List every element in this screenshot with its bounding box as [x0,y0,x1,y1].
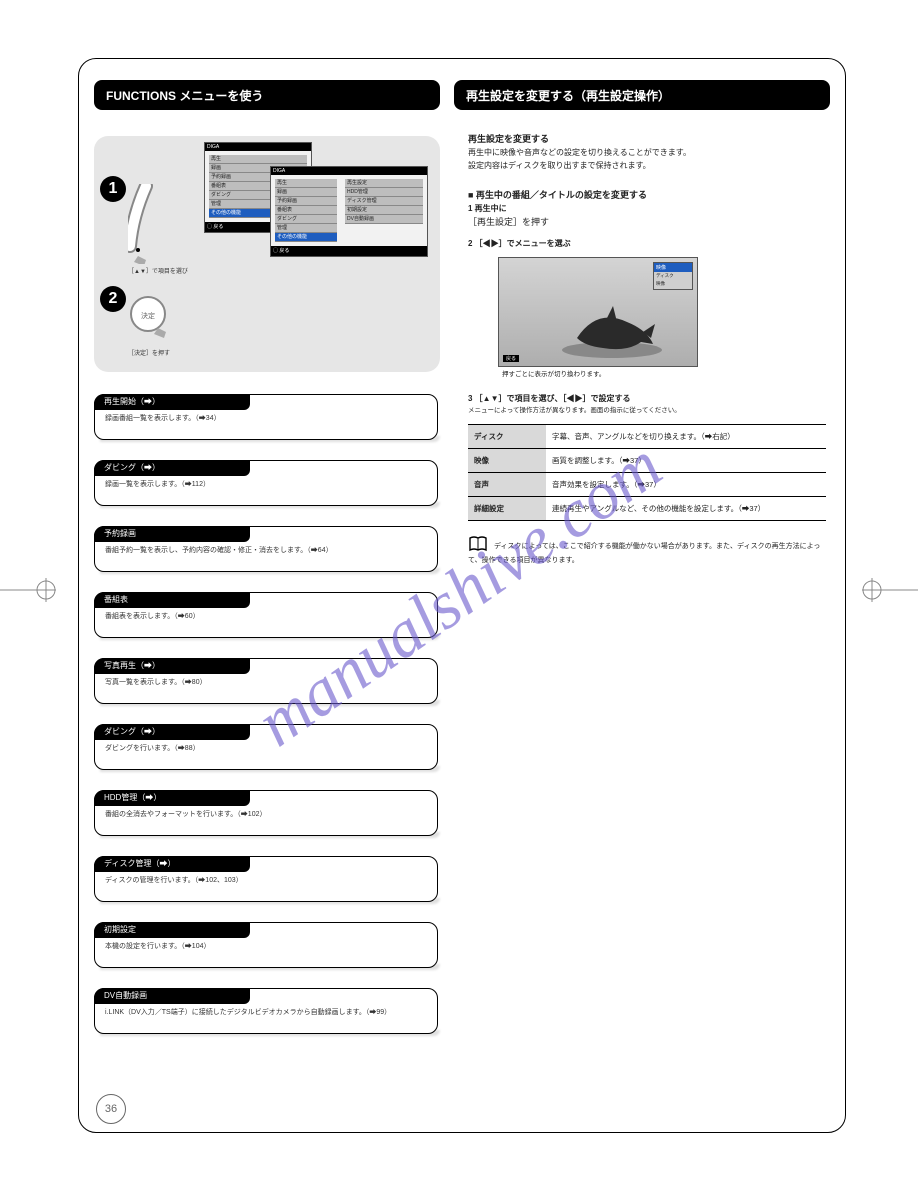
card-title: ダビング（➡） [94,724,250,740]
menu-row: 再生 [209,155,307,164]
card-title: 番組表 [94,592,250,608]
section-title-right: 再生設定を変更する（再生設定操作） 〈本体再生〉 [454,80,830,110]
pip-item: ディスク [654,272,692,280]
card: 番組表番組表を表示します。（➡60） [94,592,438,638]
card: 予約録画番組予約一覧を表示し、予約内容の確認・修正・消去をします。（➡64） [94,526,438,572]
menu-row: 予約録画 [275,197,337,206]
card: ダビング（➡）ダビングを行います。（➡88） [94,724,438,770]
page-number: 36 [96,1094,126,1124]
menu-row: 番組表 [275,206,337,215]
pip-label: 映像 [654,263,692,272]
menu-row: ダビング [275,215,337,224]
pip-overlay: 映像 ディスク 映像 [653,262,693,290]
table-value: 音声効果を設定します。（➡37） [546,472,826,496]
crop-mark-right [862,576,918,606]
card: DV自動録画i.LINK（DV入力／TS端子）に接続したデジタルビデオカメラから… [94,988,438,1034]
card: 写真再生（➡）写真一覧を表示します。（➡80） [94,658,438,704]
card-title: ディスク管理（➡） [94,856,250,872]
callout-box: 1 2 ［▲▼］で項目を選び 決定 ［決定］を押す DIGA 再生 録画 予約録… [94,136,440,372]
card-title: DV自動録画 [94,988,250,1004]
section-title-left-text: FUNCTIONS メニューを使う [106,87,263,104]
table-value: 画質を調整します。（➡37） [546,448,826,472]
remote-dpad-icon [128,184,176,266]
table-row: 音声音声効果を設定します。（➡37） [468,472,826,496]
dolphin-icon [557,304,667,360]
step2-head: 2 ［◀▶］でメニューを選ぶ [468,239,571,248]
table-label: 詳細設定 [468,496,546,520]
menu-row: 録画 [275,188,337,197]
menu-title-2: DIGA [271,167,427,175]
right-subtitle: ■ 再生中の番組／タイトルの設定を変更する [468,188,826,201]
table-value: 字幕、音声、アングルなどを切り換えます。（➡右記） [546,424,826,448]
crop-mark-left [0,576,56,606]
right-intro-line: 設定内容はディスクを取り出すまで保持されます。 [468,161,826,171]
submenu-row: 初期設定 [345,206,423,215]
header: FUNCTIONS メニューを使う 再生設定を変更する（再生設定操作） 〈本体再… [94,80,830,110]
menu-footer: ◯ 戻る [271,246,427,256]
pip-item: 映像 [654,280,692,288]
section-title-left: FUNCTIONS メニューを使う [94,80,440,110]
settings-cards: 再生開始（➡）録画番組一覧を表示します。（➡34） ダビング（➡）録画一覧を表示… [94,394,440,1054]
card: ダビング（➡）録画一覧を表示します。（➡112） [94,460,438,506]
table-label: 映像 [468,448,546,472]
menu-title-1: DIGA [205,143,311,151]
table-label: 音声 [468,472,546,496]
card-title: 写真再生（➡） [94,658,250,674]
note-above-table: メニューによって操作方法が異なります。画面の指示に従ってください。 [468,407,826,415]
card: 初期設定本機の設定を行います。（➡104） [94,922,438,968]
card-title: HDD管理（➡） [94,790,250,806]
thumb-caption: 押すごとに表示が切り換わります。 [502,371,826,379]
functions-menu-2: DIGA 再生 録画 予約録画 番組表 ダビング 管理 その他の機能 再生設定 … [270,166,428,257]
right-intro-title: 再生設定を変更する [468,132,826,145]
submenu-row: ディスク管理 [345,197,423,206]
card-title: ダビング（➡） [94,460,250,476]
submenu-row: DV自動録画 [345,215,423,224]
step1-body: ［再生設定］を押す [468,217,826,229]
section-title-right-text: 再生設定を変更する（再生設定操作） [466,87,670,104]
card: HDD管理（➡）番組の全消去やフォーマットを行います。（➡102） [94,790,438,836]
card-title: 予約録画 [94,526,250,542]
card-title: 再生開始（➡） [94,394,250,410]
submenu-row: HDD管理 [345,188,423,197]
step-badge-1: 1 [100,176,126,202]
menu-row-selected: その他の機能 [275,233,337,242]
card: 再生開始（➡）録画番組一覧を表示します。（➡34） [94,394,438,440]
menu-row: 再生 [275,179,337,188]
card: ディスク管理（➡）ディスクの管理を行います。（➡102、103） [94,856,438,902]
menu-row: 管理 [275,224,337,233]
footnote-text: ディスクによっては、ここで紹介する機能が働かない場合があります。また、ディスクの… [468,543,820,564]
preview-thumbnail: 映像 ディスク 映像 戻る [498,257,698,367]
table-value: 連続再生やアングルなど、その他の機能を設定します。（➡37） [546,496,826,520]
remote-ok-icon: 決定 [128,294,180,348]
table-label: ディスク [468,424,546,448]
submenu-row: 再生設定 [345,179,423,188]
right-intro-line: 再生中に映像や音声などの設定を切り換えることができます。 [468,148,826,158]
table-row: 映像画質を調整します。（➡37） [468,448,826,472]
svg-text:決定: 決定 [141,311,155,320]
step2-caption: ［決定］を押す [128,348,170,357]
right-column: 再生設定を変更する 再生中に映像や音声などの設定を切り換えることができます。 設… [468,126,826,568]
step1-head: 1 再生中に [468,204,507,213]
book-icon [468,535,488,556]
step1-caption: ［▲▼］で項目を選び [128,266,188,275]
card-title: 初期設定 [94,922,250,938]
settings-table: ディスク字幕、音声、アングルなどを切り換えます。（➡右記） 映像画質を調整します… [468,424,826,521]
table-row: 詳細設定連続再生やアングルなど、その他の機能を設定します。（➡37） [468,496,826,520]
step-badge-2: 2 [100,286,126,312]
thumb-foot: 戻る [503,355,519,362]
table-row: ディスク字幕、音声、アングルなどを切り換えます。（➡右記） [468,424,826,448]
step3-head: 3 ［▲▼］で項目を選び、［◀▶］で設定する [468,394,631,403]
